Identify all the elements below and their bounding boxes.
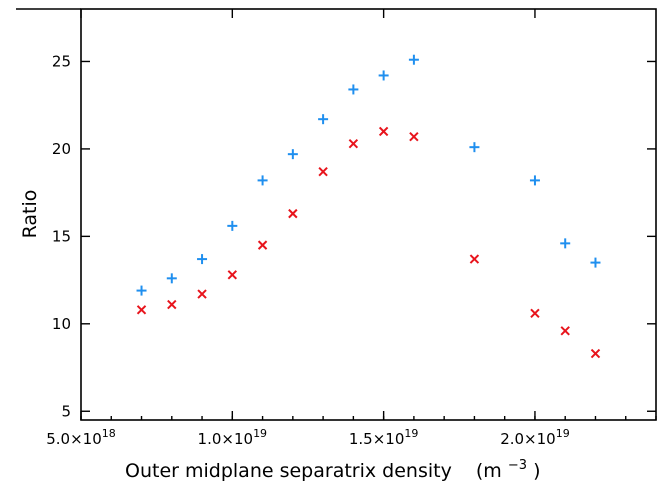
cross-marker-point: [348, 138, 359, 149]
cross-marker-point: [257, 240, 268, 250]
ticks-layer: 5 10 15 20 25 5.0×1018 1.0×1019 1.5×1019 2.0×101…: [46, 9, 657, 448]
plus-marker-point: [529, 175, 540, 186]
cross-marker-point: [167, 299, 177, 310]
cross-marker-point: [469, 254, 480, 264]
y-tick-label: 15: [52, 227, 71, 245]
plus-marker-point: [408, 54, 419, 65]
cross-marker-point: [590, 348, 601, 359]
plus-marker-point: [560, 238, 571, 249]
y-tick-label: 20: [52, 140, 71, 158]
cross-marker-point: [288, 208, 298, 219]
plus-marker-point: [227, 220, 238, 231]
plus-marker-point: [197, 254, 208, 265]
cross-marker-point: [197, 289, 207, 299]
plus-marker-point: [287, 149, 298, 160]
cross-marker-point: [318, 166, 328, 177]
plus-marker-point: [136, 285, 147, 296]
points-layer: [136, 54, 601, 359]
plot-frame: [80, 8, 657, 421]
x-tick-label: 1.5×1019: [349, 427, 419, 448]
cross-marker-point: [560, 326, 570, 336]
plus-marker-point: [257, 175, 268, 186]
cross-marker-point: [227, 270, 238, 280]
x-axis-label: Outer midplane separatrix density (m −3 …: [125, 452, 540, 482]
plus-marker-point: [166, 273, 177, 284]
y-tick-label: 25: [52, 52, 71, 70]
plus-marker-point: [590, 257, 601, 268]
cross-marker-point: [136, 305, 147, 315]
x-axis-unit-exponent: −3: [508, 458, 527, 473]
cross-marker-point: [409, 131, 419, 142]
cross-marker-point: [530, 308, 540, 319]
plus-marker-point: [348, 84, 359, 95]
x-axis-unit-close: ): [533, 460, 540, 482]
x-tick-label: 2.0×1019: [500, 427, 570, 448]
plus-marker-point: [469, 142, 480, 153]
y-tick-label: 5: [61, 402, 71, 420]
y-axis-label: Ratio: [19, 190, 41, 239]
cross-marker-point: [378, 126, 389, 137]
plus-marker-point: [378, 70, 389, 81]
x-axis-unit-base: (m: [476, 460, 502, 482]
x-tick-label: 5.0×1018: [46, 427, 116, 448]
plus-marker-point: [318, 114, 329, 125]
y-tick-label: 10: [52, 315, 71, 333]
x-axis-label-text: Outer midplane separatrix density: [125, 460, 452, 482]
x-tick-label: 1.0×1019: [198, 427, 268, 448]
